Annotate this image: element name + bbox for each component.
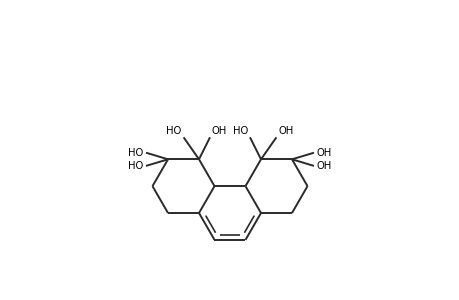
Text: OH: OH — [316, 161, 331, 171]
Text: HO: HO — [128, 161, 143, 171]
Text: OH: OH — [278, 126, 293, 136]
Text: HO: HO — [232, 126, 247, 136]
Text: HO: HO — [128, 148, 143, 158]
Text: HO: HO — [166, 126, 181, 136]
Text: OH: OH — [212, 126, 227, 136]
Text: OH: OH — [316, 148, 331, 158]
